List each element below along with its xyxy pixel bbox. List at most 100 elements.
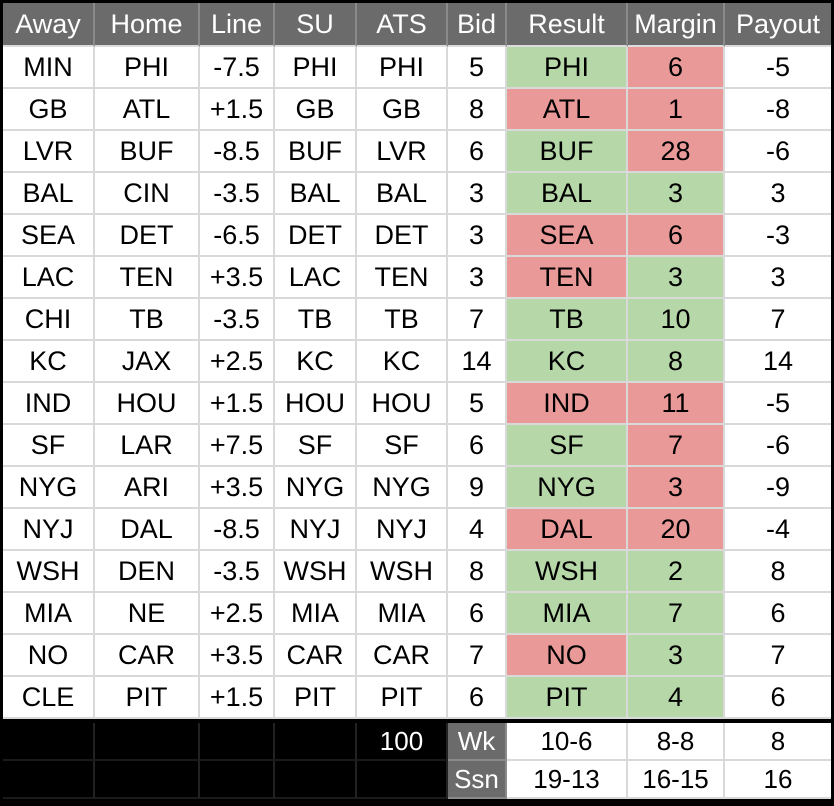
result-cell: SEA xyxy=(507,215,628,257)
away-team-cell: LVR xyxy=(3,131,95,173)
table-row: BAL CIN -3.5 BAL BAL 3 BAL 3 3 xyxy=(3,173,831,215)
table-row: NYG ARI +3.5 NYG NYG 9 NYG 3 -9 xyxy=(3,467,831,509)
table-row: NYJ DAL -8.5 NYJ NYJ 4 DAL 20 -4 xyxy=(3,509,831,551)
footer-divider xyxy=(3,719,831,723)
table-row: IND HOU +1.5 HOU HOU 5 IND 11 -5 xyxy=(3,383,831,425)
ats-pick-cell: GB xyxy=(357,89,448,131)
home-team-cell: DAL xyxy=(95,509,200,551)
table-row: SEA DET -6.5 DET DET 3 SEA 6 -3 xyxy=(3,215,831,257)
line-cell: -6.5 xyxy=(200,215,275,257)
margin-cell: 3 xyxy=(628,257,725,299)
bid-cell: 6 xyxy=(448,677,507,719)
bid-cell: 6 xyxy=(448,131,507,173)
away-team-cell: SEA xyxy=(3,215,95,257)
payout-cell: 3 xyxy=(725,173,831,215)
season-payout-cell: 16 xyxy=(725,761,831,799)
bid-cell: 14 xyxy=(448,341,507,383)
ats-pick-cell: BAL xyxy=(357,173,448,215)
result-cell: BUF xyxy=(507,131,628,173)
line-cell: -3.5 xyxy=(200,173,275,215)
result-cell: ATL xyxy=(507,89,628,131)
su-pick-cell: KC xyxy=(275,341,357,383)
season-totals-row: Ssn 19-13 16-15 16 xyxy=(3,761,831,799)
result-cell: SF xyxy=(507,425,628,467)
margin-cell: 28 xyxy=(628,131,725,173)
home-team-cell: DEN xyxy=(95,551,200,593)
footer-blank-su-cell xyxy=(275,761,357,799)
result-cell: PHI xyxy=(507,47,628,89)
table-row: GB ATL +1.5 GB GB 8 ATL 1 -8 xyxy=(3,89,831,131)
payout-cell: -3 xyxy=(725,215,831,257)
bid-cell: 8 xyxy=(448,89,507,131)
ats-pick-cell: PHI xyxy=(357,47,448,89)
bid-cell: 5 xyxy=(448,47,507,89)
line-cell: +2.5 xyxy=(200,341,275,383)
line-cell: -8.5 xyxy=(200,131,275,173)
table-row: SF LAR +7.5 SF SF 6 SF 7 -6 xyxy=(3,425,831,467)
week-payout-cell: 8 xyxy=(725,723,831,761)
payout-cell: 6 xyxy=(725,593,831,635)
su-pick-cell: NYG xyxy=(275,467,357,509)
su-pick-cell: PIT xyxy=(275,677,357,719)
season-ats-record-cell: 16-15 xyxy=(628,761,725,799)
su-pick-cell: WSH xyxy=(275,551,357,593)
footer-blank-home-cell xyxy=(95,723,200,761)
column-header-payout: Payout xyxy=(725,3,831,47)
ats-pick-cell: NYJ xyxy=(357,509,448,551)
footer-blank-away-cell xyxy=(3,761,95,799)
away-team-cell: IND xyxy=(3,383,95,425)
line-cell: +3.5 xyxy=(200,467,275,509)
ats-pick-cell: PIT xyxy=(357,677,448,719)
away-team-cell: NYG xyxy=(3,467,95,509)
bid-total-cell: 100 xyxy=(357,723,448,761)
away-team-cell: CLE xyxy=(3,677,95,719)
away-team-cell: MIA xyxy=(3,593,95,635)
margin-cell: 4 xyxy=(628,677,725,719)
away-team-cell: SF xyxy=(3,425,95,467)
margin-cell: 8 xyxy=(628,341,725,383)
home-team-cell: HOU xyxy=(95,383,200,425)
week-ats-record-cell: 8-8 xyxy=(628,723,725,761)
ats-pick-cell: DET xyxy=(357,215,448,257)
line-cell: -8.5 xyxy=(200,509,275,551)
away-team-cell: GB xyxy=(3,89,95,131)
margin-cell: 20 xyxy=(628,509,725,551)
bid-cell: 6 xyxy=(448,425,507,467)
away-team-cell: CHI xyxy=(3,299,95,341)
line-cell: -3.5 xyxy=(200,299,275,341)
margin-cell: 10 xyxy=(628,299,725,341)
margin-cell: 3 xyxy=(628,173,725,215)
margin-cell: 7 xyxy=(628,425,725,467)
week-label-cell: Wk xyxy=(448,723,507,761)
payout-cell: 14 xyxy=(725,341,831,383)
ats-pick-cell: NYG xyxy=(357,467,448,509)
line-cell: -3.5 xyxy=(200,551,275,593)
payout-cell: -9 xyxy=(725,467,831,509)
footer-blank-line-cell xyxy=(200,723,275,761)
header-row: Away Home Line SU ATS Bid Result Margin … xyxy=(3,3,831,47)
line-cell: +1.5 xyxy=(200,383,275,425)
margin-cell: 3 xyxy=(628,467,725,509)
su-pick-cell: LAC xyxy=(275,257,357,299)
payout-cell: -4 xyxy=(725,509,831,551)
footer-blank-away-cell xyxy=(3,723,95,761)
margin-cell: 7 xyxy=(628,593,725,635)
season-su-record-cell: 19-13 xyxy=(507,761,628,799)
home-team-cell: LAR xyxy=(95,425,200,467)
home-team-cell: TEN xyxy=(95,257,200,299)
bid-cell: 3 xyxy=(448,257,507,299)
su-pick-cell: CAR xyxy=(275,635,357,677)
home-team-cell: DET xyxy=(95,215,200,257)
ats-pick-cell: TEN xyxy=(357,257,448,299)
column-header-su: SU xyxy=(275,3,357,47)
payout-cell: -5 xyxy=(725,383,831,425)
home-team-cell: BUF xyxy=(95,131,200,173)
payout-cell: 6 xyxy=(725,677,831,719)
su-pick-cell: TB xyxy=(275,299,357,341)
line-cell: +1.5 xyxy=(200,89,275,131)
margin-cell: 6 xyxy=(628,47,725,89)
home-team-cell: PHI xyxy=(95,47,200,89)
payout-cell: -6 xyxy=(725,425,831,467)
ats-pick-cell: MIA xyxy=(357,593,448,635)
